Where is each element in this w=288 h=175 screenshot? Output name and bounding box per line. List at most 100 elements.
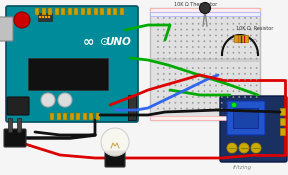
Circle shape bbox=[244, 52, 246, 54]
Circle shape bbox=[221, 40, 223, 42]
Bar bbox=[233, 108, 258, 128]
Circle shape bbox=[204, 102, 205, 104]
Circle shape bbox=[198, 46, 200, 48]
Circle shape bbox=[256, 34, 257, 36]
Bar bbox=[280, 108, 285, 115]
Bar bbox=[50, 113, 54, 120]
Circle shape bbox=[244, 96, 246, 98]
Circle shape bbox=[232, 52, 234, 54]
Circle shape bbox=[227, 67, 228, 69]
Circle shape bbox=[215, 29, 217, 30]
Bar bbox=[35, 8, 39, 15]
Circle shape bbox=[227, 58, 228, 60]
Circle shape bbox=[209, 29, 211, 30]
Circle shape bbox=[227, 90, 228, 92]
Circle shape bbox=[163, 96, 165, 98]
Circle shape bbox=[204, 58, 205, 60]
Circle shape bbox=[175, 40, 176, 42]
Circle shape bbox=[180, 17, 182, 19]
Circle shape bbox=[186, 23, 188, 25]
Circle shape bbox=[238, 17, 240, 19]
Circle shape bbox=[180, 96, 182, 98]
Circle shape bbox=[198, 73, 200, 75]
Bar bbox=[150, 8, 260, 12]
Circle shape bbox=[175, 34, 176, 36]
Circle shape bbox=[227, 17, 228, 19]
Circle shape bbox=[157, 46, 159, 48]
Circle shape bbox=[169, 29, 170, 30]
Circle shape bbox=[209, 17, 211, 19]
Circle shape bbox=[244, 29, 246, 30]
Circle shape bbox=[169, 85, 170, 86]
Circle shape bbox=[198, 79, 200, 80]
Circle shape bbox=[256, 108, 257, 110]
Circle shape bbox=[250, 17, 252, 19]
Circle shape bbox=[238, 34, 240, 36]
Circle shape bbox=[250, 102, 252, 104]
Bar bbox=[69, 113, 73, 120]
Circle shape bbox=[192, 40, 194, 42]
Circle shape bbox=[227, 52, 228, 54]
Circle shape bbox=[169, 79, 170, 80]
Circle shape bbox=[169, 90, 170, 92]
Circle shape bbox=[256, 73, 257, 75]
Circle shape bbox=[204, 96, 205, 98]
Circle shape bbox=[232, 79, 234, 80]
Circle shape bbox=[101, 128, 129, 156]
Circle shape bbox=[215, 85, 217, 86]
Circle shape bbox=[163, 52, 165, 54]
Circle shape bbox=[209, 96, 211, 98]
Circle shape bbox=[215, 90, 217, 92]
Circle shape bbox=[221, 17, 223, 19]
Circle shape bbox=[169, 58, 170, 60]
FancyBboxPatch shape bbox=[0, 17, 13, 41]
Circle shape bbox=[250, 52, 252, 54]
Circle shape bbox=[169, 17, 170, 19]
Circle shape bbox=[209, 108, 211, 110]
Bar bbox=[54, 8, 58, 15]
Circle shape bbox=[163, 90, 165, 92]
Circle shape bbox=[221, 96, 223, 98]
Circle shape bbox=[175, 73, 176, 75]
Circle shape bbox=[180, 34, 182, 36]
Circle shape bbox=[256, 23, 257, 25]
Circle shape bbox=[209, 23, 211, 25]
Bar bbox=[61, 8, 65, 15]
Circle shape bbox=[215, 67, 217, 69]
Circle shape bbox=[169, 67, 170, 69]
Circle shape bbox=[157, 90, 159, 92]
Bar bbox=[28, 58, 108, 90]
Circle shape bbox=[232, 34, 234, 36]
Bar bbox=[280, 128, 285, 135]
Circle shape bbox=[238, 73, 240, 75]
Circle shape bbox=[186, 46, 188, 48]
Circle shape bbox=[204, 40, 205, 42]
Bar bbox=[150, 116, 260, 120]
Circle shape bbox=[175, 102, 176, 104]
Circle shape bbox=[232, 108, 234, 110]
Circle shape bbox=[221, 79, 223, 80]
Circle shape bbox=[192, 96, 194, 98]
Circle shape bbox=[232, 58, 234, 60]
Circle shape bbox=[221, 52, 223, 54]
Circle shape bbox=[250, 73, 252, 75]
Circle shape bbox=[215, 102, 217, 104]
Circle shape bbox=[250, 58, 252, 60]
Circle shape bbox=[180, 85, 182, 86]
Circle shape bbox=[186, 108, 188, 110]
Circle shape bbox=[256, 79, 257, 80]
Circle shape bbox=[169, 52, 170, 54]
Circle shape bbox=[238, 58, 240, 60]
Text: ⊙: ⊙ bbox=[100, 37, 110, 47]
Circle shape bbox=[175, 79, 176, 80]
Circle shape bbox=[221, 108, 223, 110]
Circle shape bbox=[251, 143, 261, 153]
FancyBboxPatch shape bbox=[234, 36, 249, 43]
Circle shape bbox=[256, 96, 257, 98]
Circle shape bbox=[198, 96, 200, 98]
Circle shape bbox=[192, 34, 194, 36]
Circle shape bbox=[244, 90, 246, 92]
Bar bbox=[48, 8, 52, 15]
Circle shape bbox=[157, 29, 159, 30]
Circle shape bbox=[175, 46, 176, 48]
